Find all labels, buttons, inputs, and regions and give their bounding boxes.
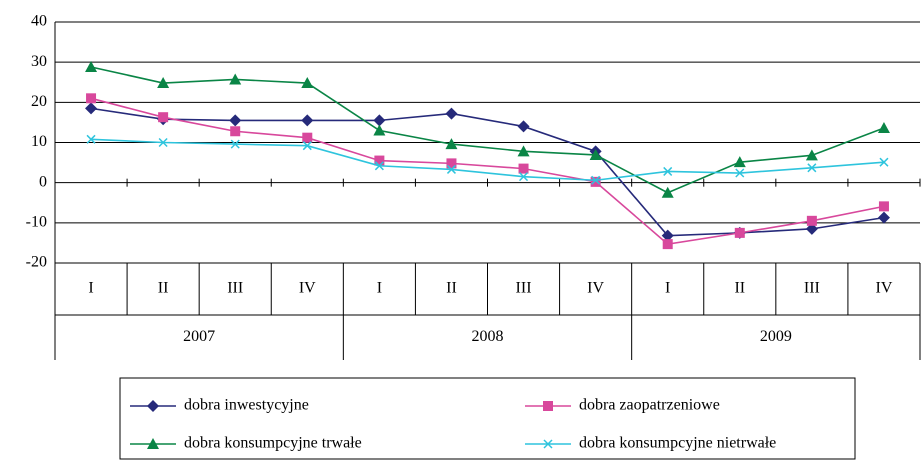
point-marker [446,164,456,174]
point-marker [157,77,170,89]
point-marker [85,102,98,115]
legend-label: dobra konsumpcyjne trwałe [184,435,362,452]
group-label: 2009 [760,328,792,345]
point-marker [230,139,240,149]
y-tick-label: -20 [26,254,47,271]
point-marker [302,141,312,151]
point-marker [877,122,890,134]
legend-label: dobra zaopatrzeniowe [579,397,720,414]
legend-swatch-marker [543,439,553,449]
legend-swatch-marker [543,401,553,411]
point-marker [805,222,818,235]
point-marker [374,155,385,166]
point-marker [86,134,96,144]
point-marker [373,124,386,136]
x-tick-label: III [516,280,532,297]
x-tick-label: I [665,280,670,297]
legend-swatch-marker [147,400,159,412]
point-marker [86,93,97,104]
y-tick-label: 40 [31,13,47,30]
point-marker [807,163,817,173]
legend-label: dobra konsumpcyjne nietrwałe [579,435,776,452]
series-line [90,66,885,194]
x-tick-label: II [158,280,169,297]
point-marker [661,229,674,242]
point-marker [446,158,457,169]
point-marker [879,157,889,167]
point-marker [85,60,98,72]
point-marker [445,107,458,120]
point-marker [301,114,314,127]
point-marker [519,172,529,182]
x-tick-label: III [227,280,243,297]
point-marker [517,120,530,133]
point-marker [805,149,818,161]
y-tick-label: -10 [26,214,47,231]
point-marker [301,77,314,89]
point-marker [518,163,529,174]
x-tick-label: I [377,280,382,297]
x-tick-label: II [446,280,457,297]
point-marker [374,161,384,171]
point-marker [589,148,602,160]
series-line [91,138,885,182]
point-marker [230,126,241,137]
group-label: 2008 [472,328,504,345]
series-line [90,107,885,237]
point-marker [302,132,313,143]
point-marker [877,211,890,224]
y-tick-label: 10 [31,133,47,150]
y-tick-label: 30 [31,53,47,70]
x-tick-label: II [734,280,745,297]
x-tick-label: IV [299,280,316,297]
point-marker [878,201,889,212]
point-marker [517,145,530,157]
point-marker [663,166,673,176]
point-marker [591,175,601,185]
legend-box [119,377,856,460]
point-marker [735,168,745,178]
point-marker [806,215,817,226]
series-line [90,97,885,245]
point-marker [733,156,746,168]
legend-label: dobra inwestycyjne [184,397,309,414]
point-marker [662,239,673,250]
point-marker [229,114,242,127]
x-tick-label: I [88,280,93,297]
point-marker [734,227,745,238]
point-marker [158,137,168,148]
x-tick-label: IV [876,280,893,297]
point-marker [229,73,242,85]
y-tick-label: 0 [39,173,47,190]
x-tick-label: III [804,280,820,297]
point-marker [373,114,386,127]
group-label: 2007 [183,328,215,345]
legend-swatch-marker [147,438,159,449]
point-marker [158,112,169,123]
x-tick-label: IV [587,280,604,297]
point-marker [445,138,458,150]
point-marker [590,176,601,187]
y-tick-label: 20 [31,93,47,110]
point-marker [661,186,674,198]
